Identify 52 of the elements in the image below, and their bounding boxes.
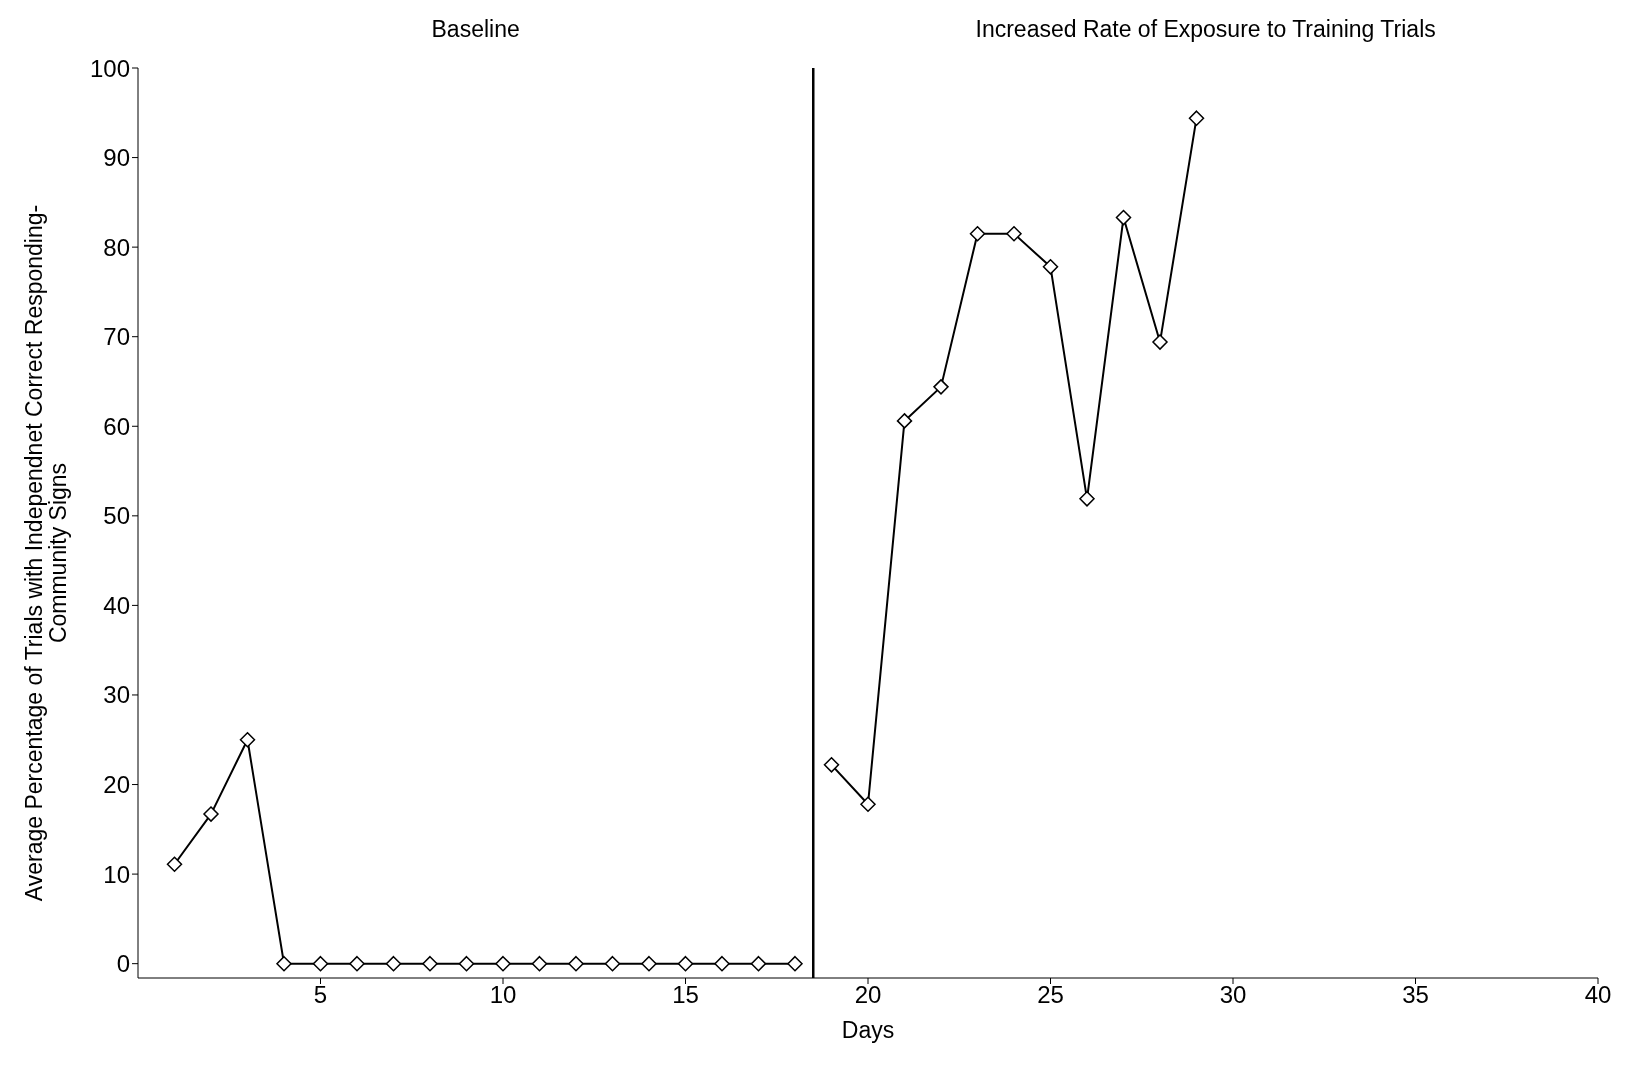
point [1079,491,1095,507]
point [312,955,329,972]
point [1042,259,1059,275]
point [1115,209,1132,226]
x-tick-label: 25 [1037,981,1064,1009]
y-tick-label: 60 [103,412,130,440]
point [422,955,438,972]
point [458,955,475,972]
y-tick-label: 20 [103,771,130,799]
x-axis-title: Days [841,1017,895,1043]
point [1006,225,1022,242]
text: Baseline [430,16,521,43]
x-tick-label: 35 [1402,981,1429,1009]
text: Increased Rate of Exposure to Training Trials [974,16,1437,43]
point [604,955,621,972]
y-axis-title: Average Percentage of Trials with Independnet Correct Responding-Community Signs [21,204,71,902]
point [568,955,584,972]
point [969,225,986,242]
y-tick-label: 70 [103,323,130,351]
x-tick-label: 5 [313,981,328,1009]
x-tick-label: 20 [854,981,882,1009]
point [750,955,767,972]
point [1188,110,1205,126]
point [166,856,183,872]
y-tick-label: 0 [116,950,130,978]
point [1152,334,1168,350]
point [531,955,548,972]
point [787,955,803,972]
y-tick-label: 10 [103,860,130,888]
y-tick-label: 80 [103,233,130,261]
point [203,806,219,822]
x-tick-label: 15 [672,981,699,1009]
point [385,955,402,972]
point [896,413,913,429]
point [495,955,511,972]
point [276,955,292,972]
point [349,955,365,972]
y-tick-label: 50 [103,502,130,530]
point [823,757,840,773]
x-tick-label: 10 [489,981,517,1009]
point [239,732,256,748]
point [677,955,694,972]
point [933,379,949,395]
y-tick-label: 100 [89,54,130,82]
y-tick-label: 30 [103,681,130,709]
y-tick-label: 40 [103,591,130,619]
x-tick-label: 40 [1584,981,1612,1009]
point [860,796,876,812]
point [714,955,730,972]
point [641,955,657,972]
y-tick-label: 90 [103,144,130,172]
x-tick-label: 30 [1219,981,1247,1009]
